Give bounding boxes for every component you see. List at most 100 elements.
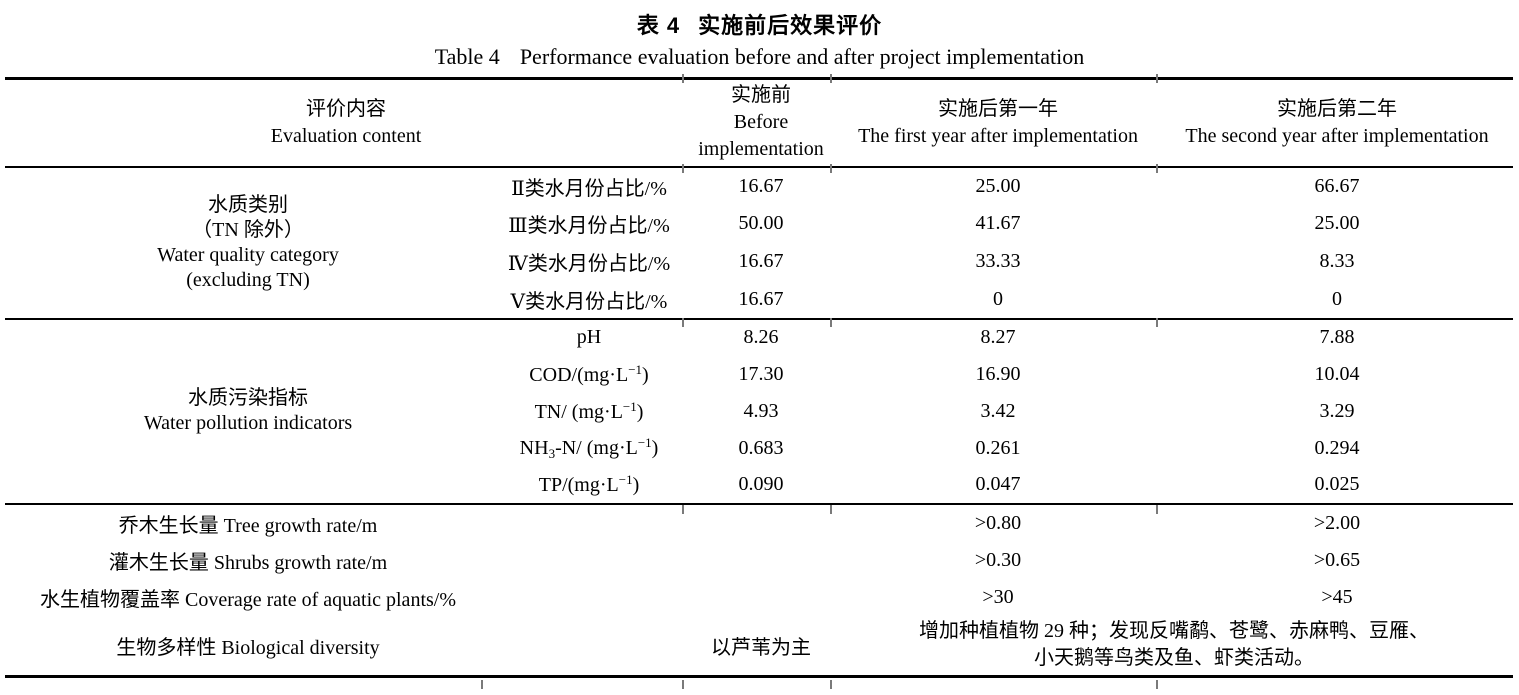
table-row: Ⅳ类水月份占比/% 16.67 33.33 8.33 — [5, 243, 1513, 281]
header-year1: 实施后第一年 The first year after implementati… — [835, 79, 1161, 167]
column-divider-tick — [830, 74, 832, 83]
value-cell: 0.047 — [975, 473, 1021, 495]
column-divider-tick — [1156, 680, 1158, 689]
unit-sup: −1 — [628, 361, 643, 377]
unit-sub: 3 — [548, 445, 556, 461]
header-before-en2: implementation — [698, 138, 824, 161]
value-cell: 0.261 — [975, 436, 1021, 459]
performance-evaluation-table: 评价内容 Evaluation content 实施前 Before imple… — [5, 77, 1514, 678]
table-wrapper: 评价内容 Evaluation content 实施前 Before imple… — [5, 74, 1514, 689]
header-before-en1: Before — [733, 111, 789, 134]
biodiversity-line2: 小天鹅等鸟类及鱼、虾类活动。 — [1034, 647, 1315, 670]
value-cell: 0.025 — [1314, 473, 1360, 495]
indicator-text: NH — [519, 436, 549, 459]
value-cell: 0.090 — [738, 473, 784, 495]
table-row: Ⅴ类水月份占比/% 16.67 0 0 — [5, 281, 1513, 319]
value-cell: 50.00 — [738, 212, 784, 234]
value-cell: >2.00 — [1313, 511, 1361, 534]
empty-cell — [491, 542, 687, 579]
value-cell: 0 — [993, 287, 1004, 310]
section-ecology: 乔木生长量 Tree growth rate/m >0.80 >2.00 灌木生… — [5, 504, 1513, 677]
group-line: Water quality category — [157, 243, 339, 266]
table-row: 乔木生长量 Tree growth rate/m >0.80 >2.00 — [5, 504, 1513, 542]
column-divider-tick — [682, 164, 684, 173]
value-cell: 以芦苇为主 — [711, 636, 812, 659]
value-cell: 8.27 — [980, 326, 1016, 348]
group-line: 水质类别 — [208, 193, 288, 216]
value-cell: 10.04 — [1314, 362, 1360, 385]
column-divider-tick — [830, 505, 832, 514]
table-title-zh: 表 4 实施前后效果评价 — [0, 8, 1519, 40]
table-row: TN/ (mg·L−1) 4.93 3.42 3.29 — [5, 393, 1513, 430]
table-row: 水生植物覆盖率 Coverage rate of aquatic plants/… — [5, 579, 1513, 616]
value-cell: 8.26 — [743, 326, 779, 348]
header-year2: 实施后第二年 The second year after implementat… — [1161, 79, 1513, 167]
value-cell: 4.93 — [743, 399, 779, 422]
value-cell: 0.683 — [738, 436, 784, 459]
column-divider-tick — [481, 680, 483, 689]
value-cell — [687, 579, 835, 616]
table-row: TP/(mg·L−1) 0.090 0.047 0.025 — [5, 467, 1513, 504]
value-cell: 25.00 — [975, 174, 1021, 197]
value-cell: 7.88 — [1319, 326, 1355, 348]
table-row: 灌木生长量 Shrubs growth rate/m >0.30 >0.65 — [5, 542, 1513, 579]
column-divider-tick — [830, 164, 832, 173]
group-label-pollution-indicators: 水质污染指标 Water pollution indicators — [5, 319, 491, 504]
value-cell: 16.67 — [738, 250, 784, 272]
indicator-text: COD/(mg·L — [529, 363, 629, 386]
value-cell: 8.33 — [1319, 250, 1355, 272]
column-divider-tick — [1156, 318, 1158, 327]
value-cell: 66.67 — [1314, 174, 1360, 197]
column-divider-tick — [830, 680, 832, 689]
value-cell — [687, 542, 835, 579]
column-divider-tick — [830, 318, 832, 327]
indicator-text: pH — [576, 326, 602, 348]
table-row: 水质类别 （TN 除外） Water quality category (exc… — [5, 167, 1513, 291]
indicator-cell: Ⅲ类水月份占比/% — [508, 215, 670, 237]
value-cell: 17.30 — [738, 362, 784, 385]
value-cell: >0.80 — [974, 511, 1022, 534]
table-number-en: Table 4 — [434, 44, 500, 69]
row-label: 生物多样性 Biological diversity — [116, 636, 380, 659]
header-evaluation-content-zh: 评价内容 — [306, 97, 386, 120]
value-cell — [687, 504, 835, 542]
indicator-cell: TN/ (mg·L−1) — [491, 393, 687, 430]
indicator-text: ) — [636, 400, 644, 423]
indicator-text: ) — [642, 363, 649, 386]
table-row: NH3-N/ (mg·L−1) 0.683 0.261 0.294 — [5, 430, 1513, 467]
value-cell: 0.294 — [1314, 436, 1360, 459]
indicator-text: TN/ (mg·L — [534, 400, 623, 423]
table-row: 生物多样性 Biological diversity 以芦苇为主 增加种植植物 … — [5, 616, 1513, 677]
table-number-zh: 表 4 — [636, 13, 681, 38]
header-before: 实施前 Before implementation — [687, 79, 835, 167]
column-divider-tick — [682, 318, 684, 327]
value-cell: >45 — [1321, 585, 1353, 608]
value-cell: 16.67 — [738, 287, 784, 310]
unit-sup: −1 — [622, 398, 637, 414]
group-line: 水质污染指标 — [188, 387, 308, 409]
row-label: 灌木生长量 Shrubs growth rate/m — [108, 551, 388, 574]
row-label: 水生植物覆盖率 Coverage rate of aquatic plants/… — [40, 588, 456, 611]
empty-cell — [491, 504, 687, 542]
value-cell: 16.67 — [738, 174, 784, 197]
group-line: （TN 除外） — [192, 218, 304, 241]
group-label-water-quality: 水质类别 （TN 除外） Water quality category (exc… — [5, 167, 491, 319]
table-row: COD/(mg·L−1) 17.30 16.90 10.04 — [5, 356, 1513, 393]
empty-cell — [491, 616, 687, 677]
header-evaluation-content-en: Evaluation content — [270, 124, 422, 147]
header-before-zh: 实施前 — [731, 84, 792, 107]
indicator-cell: NH3-N/ (mg·L−1) — [491, 430, 687, 467]
value-cell: 3.42 — [980, 399, 1016, 422]
empty-cell — [491, 579, 687, 616]
unit-sup: −1 — [618, 472, 633, 487]
indicator-text: ) — [651, 436, 659, 459]
indicator-cell: Ⅱ类水月份占比/% — [511, 177, 667, 200]
section-water-pollution-indicators: 水质污染指标 Water pollution indicators pH 8.2… — [5, 319, 1514, 504]
indicator-text: TP/(mg·L — [538, 474, 619, 496]
value-cell: 16.90 — [975, 362, 1021, 385]
column-divider-tick — [682, 505, 684, 514]
value-cell: 41.67 — [975, 212, 1021, 234]
group-line: Water pollution indicators — [143, 412, 353, 434]
value-cell: 0 — [1332, 287, 1343, 310]
